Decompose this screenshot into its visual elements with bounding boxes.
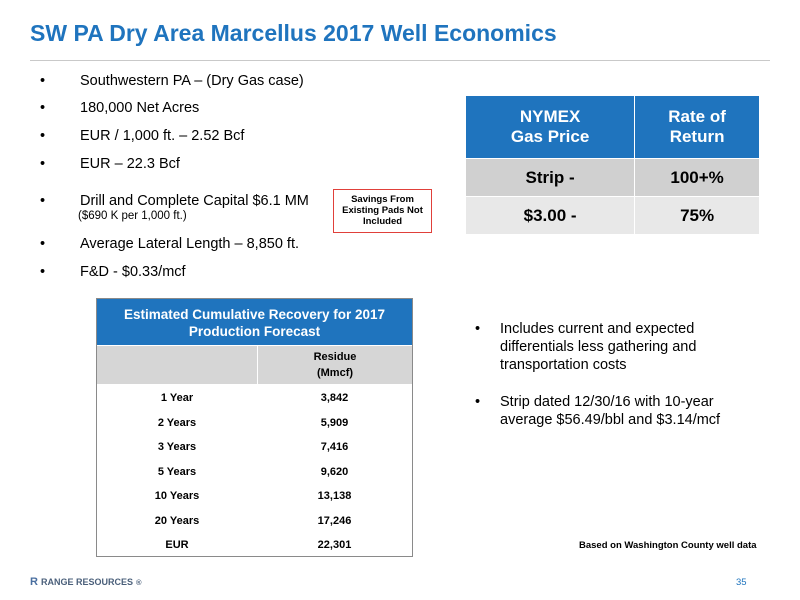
period-cell: 5 Years — [157, 465, 197, 478]
period-cell: 10 Years — [154, 490, 200, 502]
bullet-dot: • — [40, 128, 46, 144]
bullet-item: • Strip dated 12/30/16 with 10-year aver… — [475, 393, 775, 429]
bullet-text: F&D - $0.33/mcf — [80, 264, 186, 280]
table-row: 10 Years 13,138 — [97, 485, 412, 510]
gas-price-cell: Strip - — [464, 158, 636, 197]
header-line: (Mmcf) — [316, 367, 354, 379]
company-logo: R RANGE RESOURCES ® — [30, 576, 142, 588]
bullet-line: transportation costs — [500, 357, 627, 373]
page-number: 35 — [736, 577, 747, 588]
savings-line: Included — [362, 216, 403, 227]
bullet-line: Strip dated 12/30/16 with 10-year — [500, 394, 714, 410]
rate-cell: 100+% — [634, 158, 760, 197]
rate-of-return-header: Rate of Return — [634, 95, 760, 159]
recovery-column-header: Residue (Mmcf) — [97, 345, 412, 384]
savings-line: Existing Pads Not — [342, 205, 423, 216]
table-row: EUR 22,301 — [97, 534, 412, 559]
slide-title: SW PA Dry Area Marcellus 2017 Well Econo… — [30, 20, 557, 46]
data-source-note: Based on Washington County well data — [579, 540, 757, 551]
rate-of-return-table: NYMEX Gas Price Rate of Return Strip - 1… — [464, 95, 760, 235]
period-cell: 2 Years — [157, 416, 197, 429]
bullet-dot: • — [40, 236, 46, 252]
residue-cell: 17,246 — [317, 514, 352, 527]
header-line: NYMEX — [519, 107, 581, 126]
residue-cell: 7,416 — [320, 441, 349, 453]
logo-text: RANGE RESOURCES — [40, 577, 133, 587]
title-divider — [30, 60, 770, 61]
bullet-line: average $56.49/bbl and $3.14/mcf — [500, 412, 721, 428]
bullet-text: EUR / 1,000 ft. – 2.52 Bcf — [80, 128, 245, 144]
bullet-text: Southwestern PA – (Dry Gas case) — [80, 73, 304, 89]
bullet-text: 180,000 Net Acres — [80, 100, 200, 116]
rate-cell: 75% — [634, 196, 760, 235]
residue-header: Residue (Mmcf) — [257, 346, 412, 384]
bullet-line: Includes current and expected — [500, 321, 695, 337]
bullet-text: EUR – 22.3 Bcf — [80, 156, 180, 172]
bullet-dot: • — [475, 394, 481, 410]
header-line: Residue — [313, 351, 357, 363]
bullet-dot: • — [40, 156, 46, 172]
recovery-rows: 1 Year 3,842 2 Years 5,909 3 Years 7,416 5 … — [97, 384, 412, 559]
bullet-text: Drill and Complete Capital $6.1 MM — [80, 193, 309, 209]
period-cell: 1 Year — [160, 392, 194, 404]
bullet-text: Average Lateral Length – 8,850 ft. — [80, 236, 300, 252]
savings-line: Savings From — [351, 194, 414, 205]
period-cell: EUR — [165, 539, 189, 551]
table-row: 5 Years 9,620 — [97, 461, 412, 486]
title-line: Production Forecast — [188, 324, 321, 339]
residue-cell: 9,620 — [320, 465, 349, 478]
bullet-dot: • — [40, 193, 46, 209]
residue-cell: 22,301 — [317, 539, 352, 551]
range-logo-icon: R — [30, 576, 38, 588]
recovery-table-title: Estimated Cumulative Recovery for 2017 P… — [97, 299, 412, 345]
bullet-dot: • — [40, 264, 46, 280]
capital-per-foot-note: ($690 K per 1,000 ft.) — [78, 210, 187, 222]
period-cell: 20 Years — [154, 514, 200, 527]
bullet-dot: • — [40, 73, 46, 89]
residue-cell: 13,138 — [317, 490, 352, 502]
table-row: 3 Years 7,416 — [97, 436, 412, 461]
savings-callout-box: Savings From Existing Pads Not Included — [333, 189, 432, 233]
gas-price-header: NYMEX Gas Price — [464, 95, 636, 159]
bullet-item: • Includes current and expected differen… — [475, 320, 775, 374]
table-row: 1 Year 3,842 — [97, 387, 412, 412]
title-line: Estimated Cumulative Recovery for 2017 — [123, 307, 386, 322]
period-cell: 3 Years — [157, 441, 197, 453]
header-line: Return — [669, 127, 725, 146]
bullet-line: differentials less gathering and — [500, 339, 697, 355]
gas-price-cell: $3.00 - — [464, 196, 636, 235]
header-line: Gas Price — [510, 127, 590, 146]
trademark-symbol: ® — [135, 577, 142, 587]
residue-cell: 5,909 — [320, 416, 349, 429]
bullet-dot: • — [40, 100, 46, 116]
table-row: 20 Years 17,246 — [97, 510, 412, 535]
residue-cell: 3,842 — [320, 392, 349, 404]
table-row: Strip - 100+% — [464, 158, 760, 197]
table-row: 2 Years 5,909 — [97, 412, 412, 437]
bullet-dot: • — [475, 321, 481, 337]
recovery-table: Estimated Cumulative Recovery for 2017 P… — [96, 298, 413, 557]
table-row: $3.00 - 75% — [464, 196, 760, 235]
header-line: Rate of — [668, 107, 726, 126]
right-bullet-list: • Includes current and expected differen… — [475, 320, 775, 429]
